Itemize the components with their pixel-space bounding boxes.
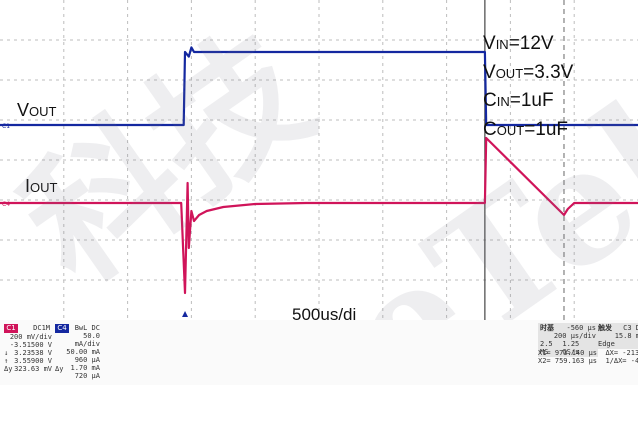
- data-point-iout: [222, 206, 225, 208]
- condition-vin: VIN=12V: [483, 33, 554, 54]
- series-line-iout: [0, 136, 638, 295]
- ch1-coupling: DC1M: [33, 324, 50, 332]
- ch4-v2: 1.70 mA: [70, 364, 100, 372]
- timebase-rate2: 1.25 GS/s: [562, 340, 580, 356]
- ch4-scale: 50.0 mA/div: [74, 332, 100, 348]
- data-point-iout: [305, 202, 308, 204]
- cursor-x2: X2= 759.163 μs: [538, 357, 598, 365]
- status-bar: C1 DC1M 200 mV/div -3.51500 V 3.23538 V …: [0, 320, 638, 385]
- ch1-values: 200 mV/div -3.51500 V 3.23538 V 3.55900 …: [4, 333, 52, 373]
- timebase-panel[interactable]: 时基 -560 μs 200 μs/div 2.5 MS 1.25 GS/s: [538, 323, 598, 357]
- data-point-vout: [184, 51, 186, 53]
- trigger-title: 触发: [598, 324, 612, 332]
- trigger-type: Edge: [598, 340, 615, 348]
- ch4-offset: 50.00 mA: [66, 348, 100, 356]
- timebase-label: 500us/di: [292, 305, 357, 324]
- timebase-tdiv: 200 μs/div: [553, 332, 596, 340]
- ch4-coupling: BwL DC: [74, 324, 100, 332]
- cursor-inv: 1/ΔX= -4.6734 kHz: [605, 357, 638, 365]
- ch1-panel[interactable]: DC1M: [20, 324, 50, 332]
- vout-trace-label: VOUT: [17, 100, 56, 121]
- data-point-iout: [184, 292, 186, 294]
- data-point-vout: [190, 46, 193, 49]
- ch4-delta: 720 μA: [74, 372, 100, 380]
- timebase-title: 时基: [540, 324, 554, 332]
- trigger-level: 15.8 m: [614, 332, 638, 340]
- ch1-max: 3.55900 V: [14, 357, 52, 365]
- ch1-offset: -3.51500 V: [9, 341, 52, 349]
- data-point-iout: [186, 182, 189, 184]
- waveform-plot: C1 C4: [0, 0, 638, 320]
- vout-label-main: V: [17, 100, 30, 120]
- data-point-vout: [0, 124, 1, 126]
- ch1-symbols: ↓ ↑ Δy: [4, 349, 13, 373]
- data-point-vout: [182, 124, 185, 126]
- iout-label-sub: OUT: [30, 180, 58, 195]
- condition-cout: COUT=1uF: [483, 119, 569, 140]
- data-point-iout: [563, 214, 565, 216]
- iout-label-main: I: [25, 176, 31, 196]
- traces: [0, 46, 638, 295]
- ch-marker-iout: C4: [2, 201, 10, 208]
- cursor-dx: ΔX= -213.977 μs: [605, 349, 638, 357]
- ch1-scale: 200 mV/div: [9, 333, 52, 341]
- data-point-iout: [193, 220, 195, 222]
- timebase-delay: -560 μs: [566, 324, 596, 332]
- data-point-iout: [198, 214, 200, 216]
- data-point-iout: [254, 203, 256, 205]
- condition-cin: CIN=1uF: [483, 90, 554, 111]
- condition-vout: VOUT=3.3V: [483, 62, 574, 83]
- trigger-channel: C3 D: [623, 324, 638, 332]
- plot-grid: [0, 0, 638, 320]
- data-point-vout: [484, 51, 486, 53]
- data-point-iout: [567, 208, 569, 210]
- trigger-marker: [182, 311, 189, 317]
- cursor-x1: X1= 973.140 μs: [538, 349, 598, 357]
- data-point-iout: [205, 210, 208, 212]
- cursor-readout: X1= 973.140 μs ΔX= -213.977 μs X2= 759.1…: [538, 349, 638, 365]
- vout-label-sub: OUT: [29, 104, 57, 119]
- ch1-min: 3.23538 V: [14, 349, 52, 357]
- data-point-iout: [573, 202, 575, 204]
- data-point-iout: [190, 210, 193, 212]
- data-point-vout: [188, 55, 190, 58]
- data-point-vout: [486, 124, 489, 126]
- ch1-delta: 323.63 mV: [14, 365, 52, 373]
- timebase-rate: 2.5 MS: [540, 340, 553, 356]
- ch4-values: BwL DC 50.0 mA/div 50.00 mA 960 μA 1.70 …: [60, 324, 100, 380]
- data-point-iout: [484, 202, 486, 204]
- data-point-vout: [193, 51, 195, 53]
- iout-trace-label: IOUT: [25, 176, 57, 197]
- data-point-vout: [485, 124, 488, 126]
- trigger-panel[interactable]: 触发 C3 D 15.8 m Edge: [596, 323, 638, 349]
- data-point-iout: [188, 247, 190, 249]
- ch4-tag[interactable]: C4: [55, 324, 69, 333]
- ch4-delta-symbol: Δy: [55, 365, 64, 373]
- ch4-v1: 960 μA: [74, 356, 100, 364]
- data-point-iout: [0, 202, 1, 204]
- data-point-iout: [485, 137, 488, 139]
- data-point-iout: [180, 202, 182, 204]
- ch-marker-vout: C1: [2, 123, 10, 130]
- ch1-tag[interactable]: C1: [4, 324, 18, 333]
